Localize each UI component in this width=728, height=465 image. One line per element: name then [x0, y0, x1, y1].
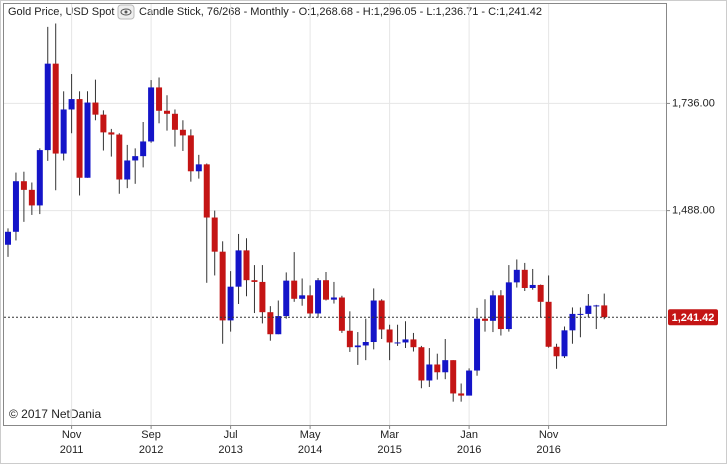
candle-body: [545, 301, 552, 347]
x-tick-label: May 2014: [297, 429, 323, 456]
candle-body: [259, 281, 266, 313]
candle-body: [227, 286, 234, 321]
candle-body: [458, 393, 465, 396]
candle-body: [529, 284, 536, 288]
candle-body: [108, 132, 115, 135]
candle-body: [291, 280, 298, 299]
candle-body: [434, 364, 441, 373]
candle-body: [386, 329, 393, 343]
candle-body: [354, 345, 361, 348]
candle-body: [346, 330, 353, 348]
candle-body: [521, 269, 528, 288]
candle-body: [505, 282, 512, 330]
candle-body: [283, 280, 290, 317]
candle-body: [187, 135, 194, 172]
candle-body: [76, 99, 83, 178]
candle-body: [299, 295, 306, 299]
candle-body: [370, 300, 377, 343]
candle-body: [243, 250, 250, 281]
candle-body: [100, 114, 107, 133]
chart-title: Gold Price, USD Spot: [8, 6, 114, 18]
credit: © 2017 NetDania: [9, 407, 102, 421]
candle-body: [267, 312, 274, 335]
x-tick-label: Sep 2012: [138, 429, 164, 456]
candle-body: [68, 99, 75, 110]
candle-body: [330, 297, 337, 300]
candle-body: [171, 113, 178, 130]
candle-body: [124, 160, 131, 180]
candle-body: [275, 316, 282, 335]
candle-body: [474, 318, 481, 371]
last-price-label: 1,241.42: [672, 312, 715, 324]
x-tick-label: Jan 2016: [456, 429, 482, 456]
eye-icon[interactable]: [117, 4, 135, 20]
candle-body: [315, 280, 322, 314]
candle-body: [251, 280, 258, 282]
candle-body: [323, 280, 329, 300]
candle-body: [179, 129, 186, 136]
candle-body: [195, 164, 202, 172]
candle-body: [378, 300, 385, 330]
candle-body: [219, 251, 226, 321]
candle-body: [164, 110, 170, 114]
candle-body: [418, 347, 425, 381]
candle-body: [211, 217, 218, 252]
candle-body: [442, 360, 449, 373]
last-price-box: [668, 309, 718, 326]
candle-body: [132, 156, 139, 161]
candle-body: [410, 339, 417, 348]
candle-body: [28, 189, 35, 206]
candle-body: [569, 313, 576, 331]
x-tick-label: Nov 2011: [59, 429, 84, 456]
candle-body: [593, 305, 600, 307]
x-tick-label: Jul 2013: [218, 429, 243, 456]
candle-body: [338, 297, 345, 331]
chart-subtitle: Candle Stick, 76/268 - Monthly - O:1,268…: [139, 6, 542, 18]
candle-body: [426, 364, 433, 381]
candle-body: [148, 87, 155, 142]
plot-frame: [3, 3, 667, 426]
candle-body: [537, 284, 544, 302]
candle-body: [585, 305, 592, 314]
y-tick-label: 1,488.00: [672, 205, 715, 217]
y-tick-label: 1,736.00: [672, 97, 715, 109]
candle-body: [497, 295, 504, 330]
candle-body: [235, 250, 242, 287]
candle-body: [12, 181, 19, 232]
x-tick-label: Mar 2015: [377, 429, 402, 456]
candle-body: [362, 342, 369, 346]
candle-body: [601, 305, 608, 318]
candle-body: [394, 342, 401, 344]
candle-body: [92, 102, 99, 115]
candle-body: [5, 231, 11, 245]
candle-body: [84, 102, 91, 178]
candle-body: [466, 370, 473, 396]
candle-body: [577, 313, 584, 315]
candle-body: [36, 150, 43, 206]
x-tick-label: Nov 2016: [536, 429, 561, 456]
candle-body: [402, 339, 409, 343]
candle-body: [561, 330, 568, 357]
candle-body: [307, 295, 314, 314]
candle-body: [489, 295, 496, 321]
candle-body: [20, 181, 27, 190]
candle-body: [60, 109, 67, 154]
candle-body: [203, 164, 210, 218]
candle-body: [52, 63, 59, 154]
candle-body: [553, 346, 560, 357]
candle-body: [116, 134, 123, 180]
candle-body: [140, 141, 147, 157]
candle-body: [482, 318, 488, 321]
candle-body: [156, 87, 163, 111]
candle-body: [44, 63, 51, 151]
candle-body: [450, 360, 457, 394]
candle-body: [513, 269, 520, 283]
